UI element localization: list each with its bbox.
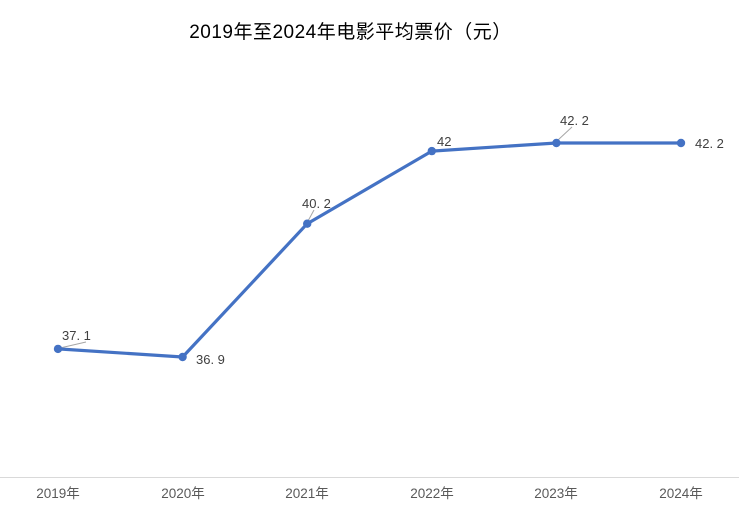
- label-leader-line: [557, 126, 573, 141]
- label-leader-line: [307, 209, 315, 222]
- data-label-2021: 40. 2: [302, 196, 331, 211]
- data-point-marker: [427, 146, 436, 156]
- series-line: [56, 141, 683, 359]
- data-point-marker: [303, 219, 312, 228]
- x-tick-2021: 2021年: [285, 486, 329, 501]
- data-point-marker: [552, 138, 561, 148]
- x-tick-2023: 2023年: [534, 486, 578, 501]
- x-tick-2019: 2019年: [36, 486, 80, 501]
- label-leader-line: [59, 341, 87, 349]
- data-label-2020: 36. 9: [196, 352, 225, 367]
- data-label-2023: 42. 2: [560, 113, 589, 128]
- x-tick-2022: 2022年: [410, 486, 454, 501]
- data-point-marker: [178, 352, 187, 362]
- data-label-2024: 42. 2: [695, 136, 724, 151]
- x-tick-2020: 2020年: [161, 486, 205, 501]
- data-label-2019: 37. 1: [62, 328, 91, 343]
- data-point-marker: [53, 344, 63, 354]
- data-label-2022: 42: [437, 134, 452, 149]
- data-point-marker: [676, 138, 686, 148]
- chart-title: 2019年至2024年电影平均票价（元）: [189, 22, 512, 43]
- x-axis-line: [0, 477, 739, 478]
- x-tick-2024: 2024年: [659, 486, 703, 501]
